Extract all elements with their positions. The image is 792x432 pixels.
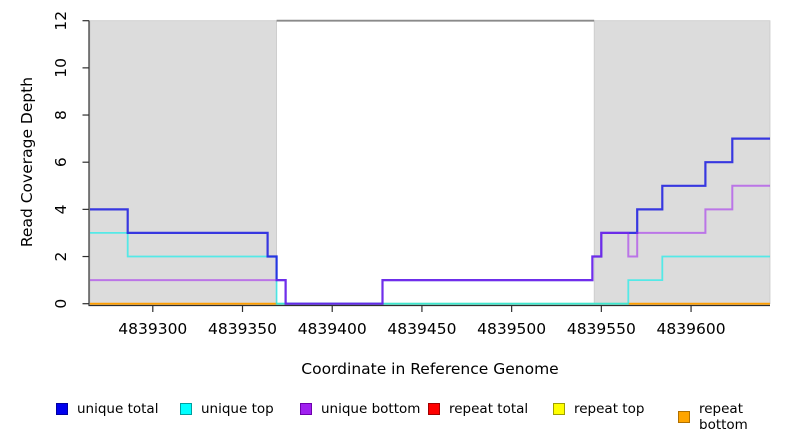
legend-swatch-icon: [428, 403, 440, 415]
legend-label: repeat top: [574, 401, 645, 417]
legend-item-repeat-bottom: repeat bottom: [678, 401, 792, 432]
legend-item-unique-bottom: unique bottom: [300, 401, 420, 417]
series-unique-top-line-0: [90, 232, 770, 305]
legend-item-repeat-top: repeat top: [553, 401, 644, 417]
x-tick-label: 4839350: [208, 320, 277, 338]
legend-label: unique bottom: [321, 401, 421, 417]
legend-swatch-icon: [180, 403, 192, 415]
y-tick-label: 0: [52, 299, 70, 309]
legend-swatch-icon: [553, 403, 565, 415]
y-tick-label: 10: [52, 58, 70, 78]
shaded-region-left: [89, 20, 277, 305]
x-tick-label: 4839600: [657, 320, 726, 338]
x-tick-label: 4839300: [118, 320, 187, 338]
series-unique-bottom-line-0: [90, 184, 770, 305]
y-tick-label: 4: [52, 204, 70, 214]
y-axis-title: Read Coverage Depth: [18, 76, 36, 248]
x-tick-label: 4839450: [387, 320, 456, 338]
legend-swatch-icon: [678, 411, 690, 423]
x-tick-label: 4839400: [298, 320, 367, 338]
y-tick-label: 12: [52, 11, 70, 31]
shaded-region-right: [593, 20, 771, 305]
legend-swatch-icon: [56, 403, 68, 415]
x-tick-label: 4839550: [567, 320, 636, 338]
y-tick-label: 8: [52, 110, 70, 120]
legend-item-unique-total: unique total: [56, 401, 158, 417]
x-tick-label: 4839500: [477, 320, 546, 338]
legend-label: repeat bottom: [699, 401, 748, 432]
legend-label: unique total: [77, 401, 159, 417]
legend-label: unique top: [201, 401, 274, 417]
y-tick-label: 6: [52, 157, 70, 167]
legend-swatch-icon: [300, 403, 312, 415]
legend-item-repeat-total: repeat total: [428, 401, 528, 417]
legend-item-unique-top: unique top: [180, 401, 274, 417]
x-axis-title: Coordinate in Reference Genome: [301, 360, 559, 378]
y-tick-label: 2: [52, 252, 70, 262]
legend-label: repeat total: [449, 401, 529, 417]
